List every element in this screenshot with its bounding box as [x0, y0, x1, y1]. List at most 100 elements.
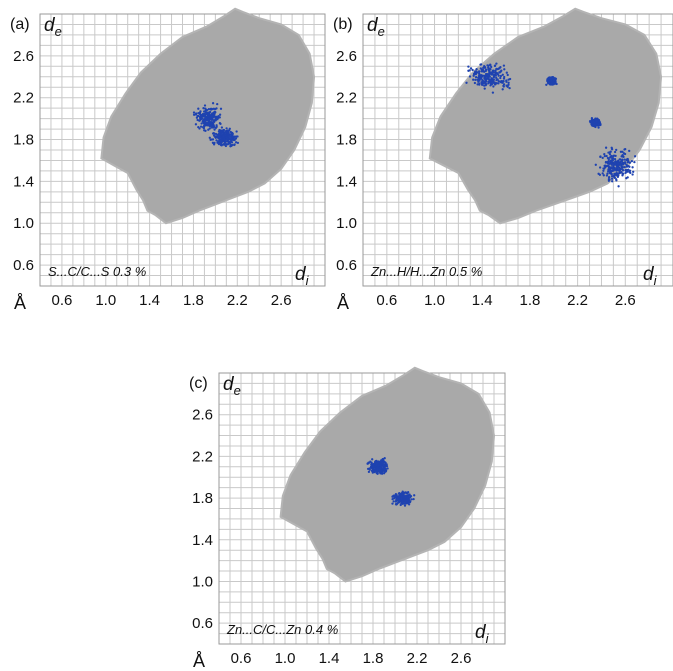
- highlight-point: [490, 80, 493, 84]
- highlight-point: [234, 137, 238, 140]
- highlight-point: [210, 126, 214, 129]
- highlight-point: [493, 64, 497, 68]
- highlight-point: [382, 463, 385, 467]
- x-tick-label: 1.0: [275, 650, 296, 667]
- highlight-point: [492, 73, 495, 77]
- highlight-point: [483, 66, 486, 69]
- highlight-point: [622, 152, 626, 155]
- highlight-point: [222, 135, 225, 138]
- highlight-point: [229, 130, 232, 134]
- x-axis-unit: Å: [14, 293, 26, 313]
- highlight-point: [631, 173, 634, 176]
- highlight-point: [406, 498, 410, 501]
- highlight-point: [398, 495, 401, 498]
- highlight-point: [546, 78, 549, 81]
- x-tick-label: 1.8: [363, 650, 384, 667]
- highlight-point: [480, 73, 483, 77]
- highlight-point: [602, 174, 605, 177]
- highlight-point: [508, 86, 511, 90]
- highlight-point: [476, 83, 479, 86]
- highlight-point: [222, 128, 225, 132]
- highlight-point: [230, 139, 233, 142]
- contact-percentage-label: Zn...H/H...Zn 0.5 %: [370, 264, 482, 279]
- highlight-point: [379, 464, 382, 467]
- highlight-point: [374, 460, 377, 463]
- highlight-point: [478, 83, 481, 86]
- highlight-point: [219, 143, 222, 146]
- highlight-point: [398, 492, 401, 495]
- highlight-point: [392, 500, 395, 503]
- highlight-point: [502, 77, 506, 80]
- highlight-point: [622, 172, 625, 175]
- highlight-point: [391, 497, 394, 501]
- highlight-point: [612, 155, 615, 158]
- highlight-point: [219, 139, 222, 142]
- highlight-point: [598, 173, 602, 176]
- highlight-point: [227, 131, 230, 134]
- highlight-point: [229, 145, 232, 148]
- highlight-point: [402, 494, 405, 498]
- chart-panel-c: 2.6 2.2 1.8 1.4 1.0 0.6 0.6 1.0 1.4 1.8 2.2 2.6 Å (c)…: [189, 366, 506, 671]
- highlight-point: [495, 67, 498, 71]
- x-tick-label: 1.0: [95, 292, 116, 309]
- highlight-point: [602, 169, 605, 172]
- highlight-point: [555, 82, 558, 86]
- highlight-point: [494, 73, 497, 77]
- highlight-point: [612, 169, 615, 172]
- y-tick-label: 1.0: [336, 215, 357, 232]
- x-tick-label: 0.6: [376, 292, 397, 309]
- highlight-point: [198, 119, 201, 122]
- highlight-point: [404, 500, 407, 504]
- highlight-point: [468, 69, 471, 72]
- highlight-point: [368, 468, 371, 471]
- highlight-point: [213, 118, 216, 122]
- x-axis-subscript: i: [654, 273, 658, 288]
- highlight-region: [192, 102, 223, 135]
- highlight-point: [495, 76, 498, 80]
- y-tick-label: 0.6: [13, 257, 34, 274]
- y-tick-label: 1.8: [13, 132, 34, 149]
- highlight-point: [469, 67, 473, 70]
- highlight-point: [607, 176, 611, 179]
- highlight-region: [465, 62, 512, 94]
- x-axis-label: di: [643, 264, 658, 288]
- highlight-point: [494, 71, 497, 74]
- highlight-point: [615, 169, 618, 172]
- highlight-point: [376, 472, 379, 475]
- highlight-point: [631, 166, 634, 169]
- highlight-point: [623, 165, 626, 169]
- highlight-point: [367, 470, 371, 474]
- highlight-point: [604, 166, 607, 169]
- x-tick-label: 0.6: [231, 650, 252, 667]
- highlight-point: [199, 125, 203, 128]
- highlight-point: [499, 70, 502, 73]
- highlight-point: [198, 127, 201, 130]
- y-axis-subscript: e: [234, 383, 241, 398]
- highlight-point: [613, 176, 616, 179]
- fingerprint-cloud: [279, 366, 496, 583]
- highlight-point: [613, 168, 617, 171]
- highlight-point: [623, 158, 626, 161]
- highlight-point: [207, 118, 210, 121]
- highlight-point: [553, 77, 556, 81]
- highlight-point: [232, 138, 235, 141]
- x-tick-label: 1.4: [319, 650, 340, 667]
- highlight-point: [623, 161, 627, 164]
- highlight-point: [599, 155, 602, 158]
- highlight-point: [603, 154, 606, 158]
- highlight-point: [231, 135, 234, 138]
- highlight-point: [200, 113, 203, 117]
- highlight-point: [222, 142, 226, 146]
- highlight-point: [403, 504, 407, 507]
- highlight-point: [610, 174, 614, 178]
- highlight-point: [212, 134, 216, 137]
- highlight-region: [588, 116, 602, 129]
- highlight-point: [624, 171, 627, 175]
- highlight-point: [489, 84, 492, 87]
- highlight-point: [609, 162, 613, 165]
- highlight-point: [479, 77, 483, 80]
- highlight-point: [625, 177, 628, 180]
- highlight-point: [488, 79, 492, 82]
- highlight-point: [484, 68, 488, 71]
- highlight-point: [386, 467, 389, 470]
